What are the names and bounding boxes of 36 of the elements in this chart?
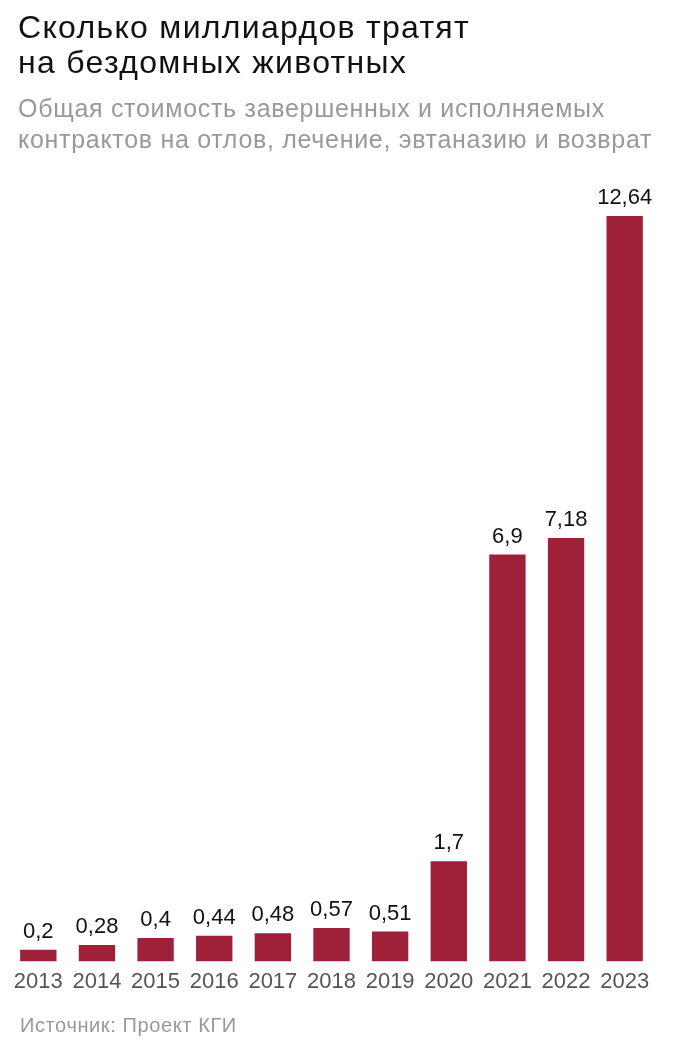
data-label: 0,48 bbox=[251, 901, 295, 927]
x-tick-label: 2022 bbox=[541, 967, 591, 993]
data-label: 6,9 bbox=[492, 522, 523, 548]
chart-subtitle: Общая стоимость завершенных и исполняемых контрактов на отлов, лечение, эвтаназию и возврат bbox=[18, 93, 654, 155]
x-tick-label: 2015 bbox=[131, 967, 181, 993]
data-label: 12,64 bbox=[597, 184, 653, 210]
bar bbox=[196, 935, 233, 962]
bar bbox=[489, 554, 526, 962]
x-tick-label: 2014 bbox=[72, 967, 122, 993]
bar bbox=[606, 216, 643, 962]
data-label: 0,4 bbox=[140, 906, 171, 932]
bar bbox=[137, 938, 174, 962]
bar bbox=[254, 933, 292, 962]
x-tick-label: 2019 bbox=[365, 967, 415, 993]
data-label: 0,28 bbox=[75, 913, 119, 939]
data-label: 0,57 bbox=[310, 896, 353, 922]
data-label: 1,7 bbox=[433, 829, 465, 855]
x-tick-label: 2017 bbox=[248, 967, 298, 993]
x-tick-label: 2021 bbox=[482, 967, 532, 993]
bar bbox=[371, 931, 409, 962]
data-label: 0,2 bbox=[23, 917, 54, 943]
chart-title: Сколько миллиардов тратят на бездомных животных bbox=[18, 9, 471, 80]
data-label: 0,51 bbox=[368, 899, 412, 925]
data-label: 0,44 bbox=[192, 903, 236, 929]
bar bbox=[313, 927, 350, 962]
text: Источник: Проект КГИ bbox=[20, 1014, 237, 1036]
bar bbox=[547, 538, 585, 962]
data-label: 7,18 bbox=[544, 506, 588, 532]
x-tick-label: 2020 bbox=[424, 967, 474, 993]
bar bbox=[430, 861, 467, 962]
bar bbox=[20, 949, 57, 962]
x-tick-label: 2013 bbox=[13, 967, 63, 993]
x-tick-label: 2023 bbox=[600, 967, 650, 993]
x-tick-label: 2018 bbox=[307, 967, 356, 993]
bar bbox=[78, 945, 116, 962]
x-tick-label: 2016 bbox=[189, 967, 239, 993]
